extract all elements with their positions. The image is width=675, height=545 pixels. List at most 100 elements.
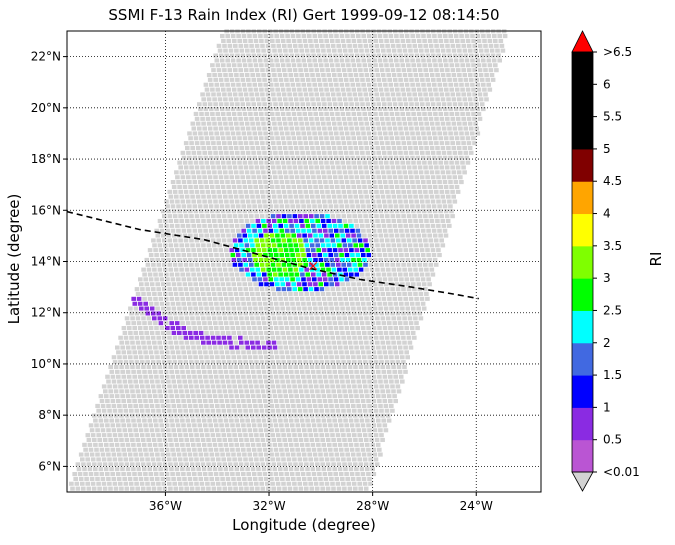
swath-cell xyxy=(202,126,207,131)
swath-cell xyxy=(219,155,225,160)
swath-cell xyxy=(384,87,389,92)
swath-cell xyxy=(408,248,414,253)
swath-cell xyxy=(132,472,137,477)
swath-cell xyxy=(472,68,477,73)
swath-cell xyxy=(177,457,183,462)
swath-cell xyxy=(383,355,389,360)
swath-cell xyxy=(138,355,144,360)
swath-cell xyxy=(385,316,391,321)
swath-cell xyxy=(433,238,439,243)
swath-cell xyxy=(396,116,401,121)
swath-cell xyxy=(377,131,383,136)
swath-cell xyxy=(228,73,234,78)
swath-cell xyxy=(311,102,316,107)
swath-cell xyxy=(348,48,353,53)
swath-cell xyxy=(172,384,178,389)
swath-cell xyxy=(110,399,116,404)
swath-cell xyxy=(386,394,392,399)
swath-cell xyxy=(369,68,374,73)
swath-cell xyxy=(336,43,341,48)
swath-cell xyxy=(214,428,220,433)
swath-cell xyxy=(341,141,347,146)
swath-cell xyxy=(449,111,454,116)
swath-cell xyxy=(251,199,256,204)
swath-cell xyxy=(204,87,210,92)
swath-cell xyxy=(456,92,461,97)
swath-cell xyxy=(99,447,105,452)
swath-cell xyxy=(266,486,271,491)
swath-cell xyxy=(222,486,228,491)
rain-cell xyxy=(363,262,368,267)
swath-cell xyxy=(156,238,162,243)
swath-cell xyxy=(193,306,198,311)
swath-cell xyxy=(403,223,409,228)
swath-cell xyxy=(152,243,157,248)
swath-cell xyxy=(196,199,202,204)
swath-cell xyxy=(171,306,177,311)
swath-cell xyxy=(310,73,315,78)
swath-cell xyxy=(320,43,325,48)
swath-cell xyxy=(481,107,486,112)
swath-cell xyxy=(340,87,346,92)
swath-cell xyxy=(363,141,368,146)
swath-cell xyxy=(303,360,308,365)
swath-cell xyxy=(101,481,107,486)
swath-cell xyxy=(375,194,380,199)
swath-cell xyxy=(269,136,275,141)
swath-cell xyxy=(171,355,177,360)
swath-cell xyxy=(294,150,300,155)
swath-cell xyxy=(337,97,342,102)
swath-cell xyxy=(338,296,343,301)
swath-cell xyxy=(388,301,393,306)
swath-cell xyxy=(392,53,398,58)
swath-cell xyxy=(234,73,239,78)
swath-cell xyxy=(402,97,408,102)
swath-cell xyxy=(145,481,150,486)
rain-cell xyxy=(250,267,255,272)
swath-cell xyxy=(437,107,442,112)
swath-cell xyxy=(128,481,134,486)
swath-cell xyxy=(309,43,314,48)
swath-cell xyxy=(139,330,144,335)
swath-cell xyxy=(274,476,280,481)
swath-cell xyxy=(490,53,496,58)
swath-cell xyxy=(453,58,459,63)
swath-cell xyxy=(161,311,167,316)
swath-cell xyxy=(232,287,238,292)
swath-cell xyxy=(321,121,326,126)
swath-cell xyxy=(160,403,166,408)
swath-cell xyxy=(296,209,302,214)
swath-cell xyxy=(458,102,463,107)
swath-cell xyxy=(440,146,446,151)
swath-cell xyxy=(392,150,398,155)
swath-cell xyxy=(196,223,202,228)
swath-cell xyxy=(284,126,289,131)
swath-cell xyxy=(230,228,236,233)
swath-cell xyxy=(373,457,379,462)
swath-cell xyxy=(250,442,256,447)
swath-cell xyxy=(477,43,483,48)
swath-cell xyxy=(255,97,261,102)
swath-cell xyxy=(191,442,196,447)
swath-cell xyxy=(131,321,136,326)
swath-cell xyxy=(165,452,171,457)
swath-cell xyxy=(340,38,346,43)
swath-cell xyxy=(404,253,410,258)
swath-cell xyxy=(300,150,305,155)
swath-cell xyxy=(314,408,319,413)
rain-cell xyxy=(267,272,272,277)
swath-cell xyxy=(397,146,402,151)
swath-cell xyxy=(316,126,322,131)
swath-cell xyxy=(412,214,417,219)
swath-cell xyxy=(275,136,280,141)
swath-cell xyxy=(448,34,453,39)
swath-cell xyxy=(193,111,199,116)
swath-cell xyxy=(305,467,310,472)
swath-cell xyxy=(233,316,239,321)
swath-cell xyxy=(245,175,251,180)
swath-cell xyxy=(372,403,378,408)
swath-cell xyxy=(349,423,355,428)
swath-cell xyxy=(213,272,218,277)
swath-cell xyxy=(321,48,326,53)
swath-cell xyxy=(311,175,316,180)
